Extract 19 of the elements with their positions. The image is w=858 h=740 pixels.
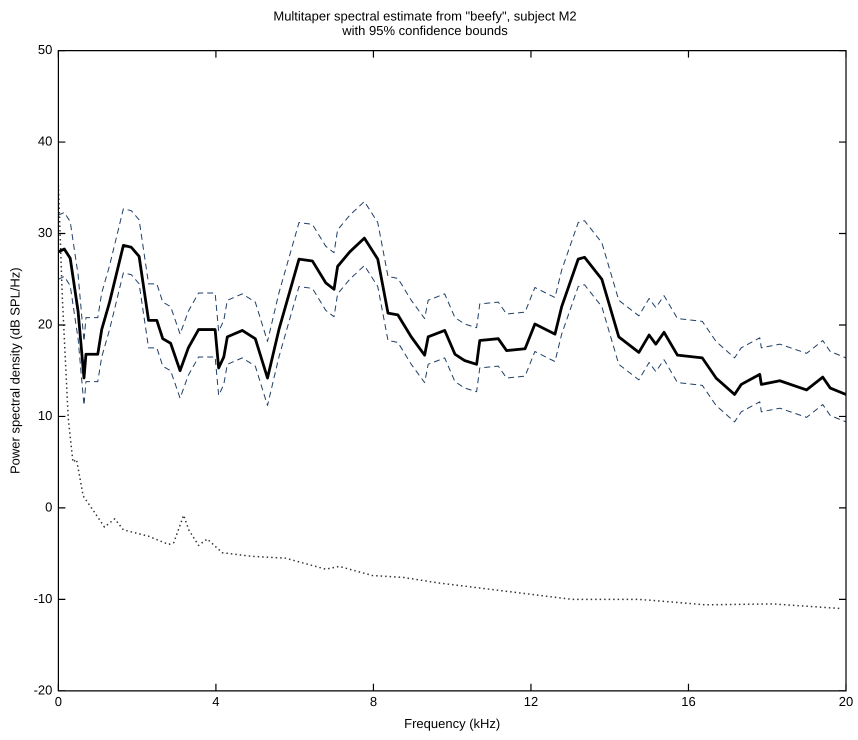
y-tick-label: 20 <box>38 316 52 332</box>
x-tick-label: 0 <box>54 694 62 710</box>
y-axis-title: Power spectral density (dB SPL/Hz) <box>7 267 22 474</box>
y-tick-label: 0 <box>45 499 52 514</box>
x-tick-label: 16 <box>681 694 696 710</box>
x-tick-label: 12 <box>524 694 538 710</box>
line-series <box>58 201 846 358</box>
chart-title: Multitaper spectral estimate from "beefy", subject M2 with 95% confidence bounds <box>273 8 577 38</box>
y-tick-label: -20 <box>34 682 52 698</box>
y-tick-label: 40 <box>38 134 52 149</box>
y-tick-label: 30 <box>38 225 52 240</box>
line-series <box>58 265 846 422</box>
y-tick-label: 10 <box>38 408 52 424</box>
x-tick-label: 20 <box>838 694 854 710</box>
x-tick-label: 4 <box>212 694 220 710</box>
x-tick-label: 8 <box>370 694 378 710</box>
x-axis-title: Frequency (kHz) <box>404 716 500 731</box>
y-tick-label: 50 <box>38 42 52 58</box>
y-tick-label: -10 <box>34 590 52 606</box>
